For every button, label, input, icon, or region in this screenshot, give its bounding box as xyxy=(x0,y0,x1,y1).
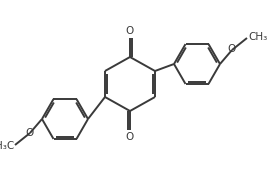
Text: O: O xyxy=(228,45,236,54)
Text: CH₃: CH₃ xyxy=(248,32,267,42)
Text: H₃C: H₃C xyxy=(0,141,14,151)
Text: O: O xyxy=(126,132,134,142)
Text: O: O xyxy=(126,26,134,37)
Text: O: O xyxy=(26,129,34,138)
